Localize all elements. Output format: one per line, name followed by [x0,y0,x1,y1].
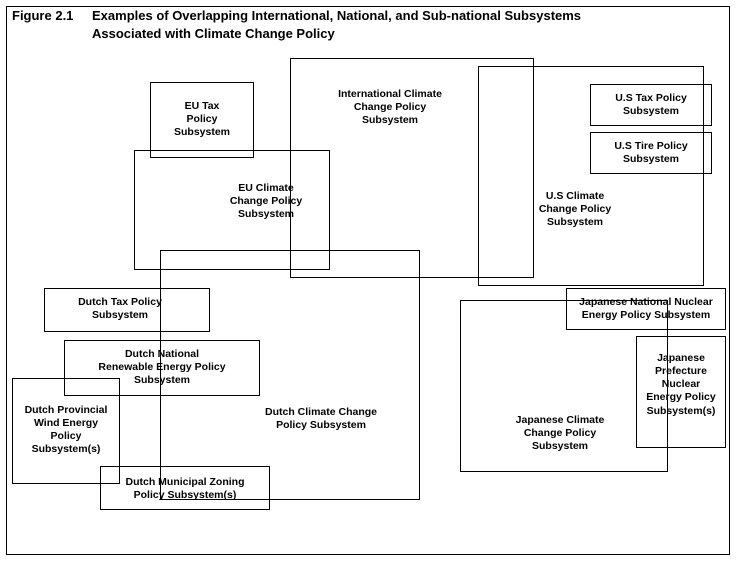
label-eu-tax: EU Tax Policy Subsystem [160,100,244,139]
label-intl-climate: International Climate Change Policy Subs… [330,88,450,127]
label-dutch-tax: Dutch Tax Policy Subsystem [60,296,180,322]
label-us-tire: U.S Tire Policy Subsystem [598,140,704,166]
label-japan-pref: Japanese Prefecture Nuclear Energy Polic… [638,352,724,418]
label-us-tax: U.S Tax Policy Subsystem [598,92,704,118]
label-japan-climate: Japanese Climate Change Policy Subsystem [500,414,620,453]
label-dutch-muni: Dutch Municipal Zoning Policy Subsystem(… [108,476,262,502]
label-us-climate: U.S Climate Change Policy Subsystem [520,190,630,229]
label-japan-nuclear: Japanese National Nuclear Energy Policy … [570,296,722,322]
figure-canvas: Figure 2.1 Examples of Overlapping Inter… [0,0,736,561]
label-dutch-prov-wind: Dutch Provincial Wind Energy Policy Subs… [16,404,116,457]
label-eu-climate: EU Climate Change Policy Subsystem [216,182,316,221]
label-dutch-climate: Dutch Climate Change Policy Subsystem [246,406,396,432]
